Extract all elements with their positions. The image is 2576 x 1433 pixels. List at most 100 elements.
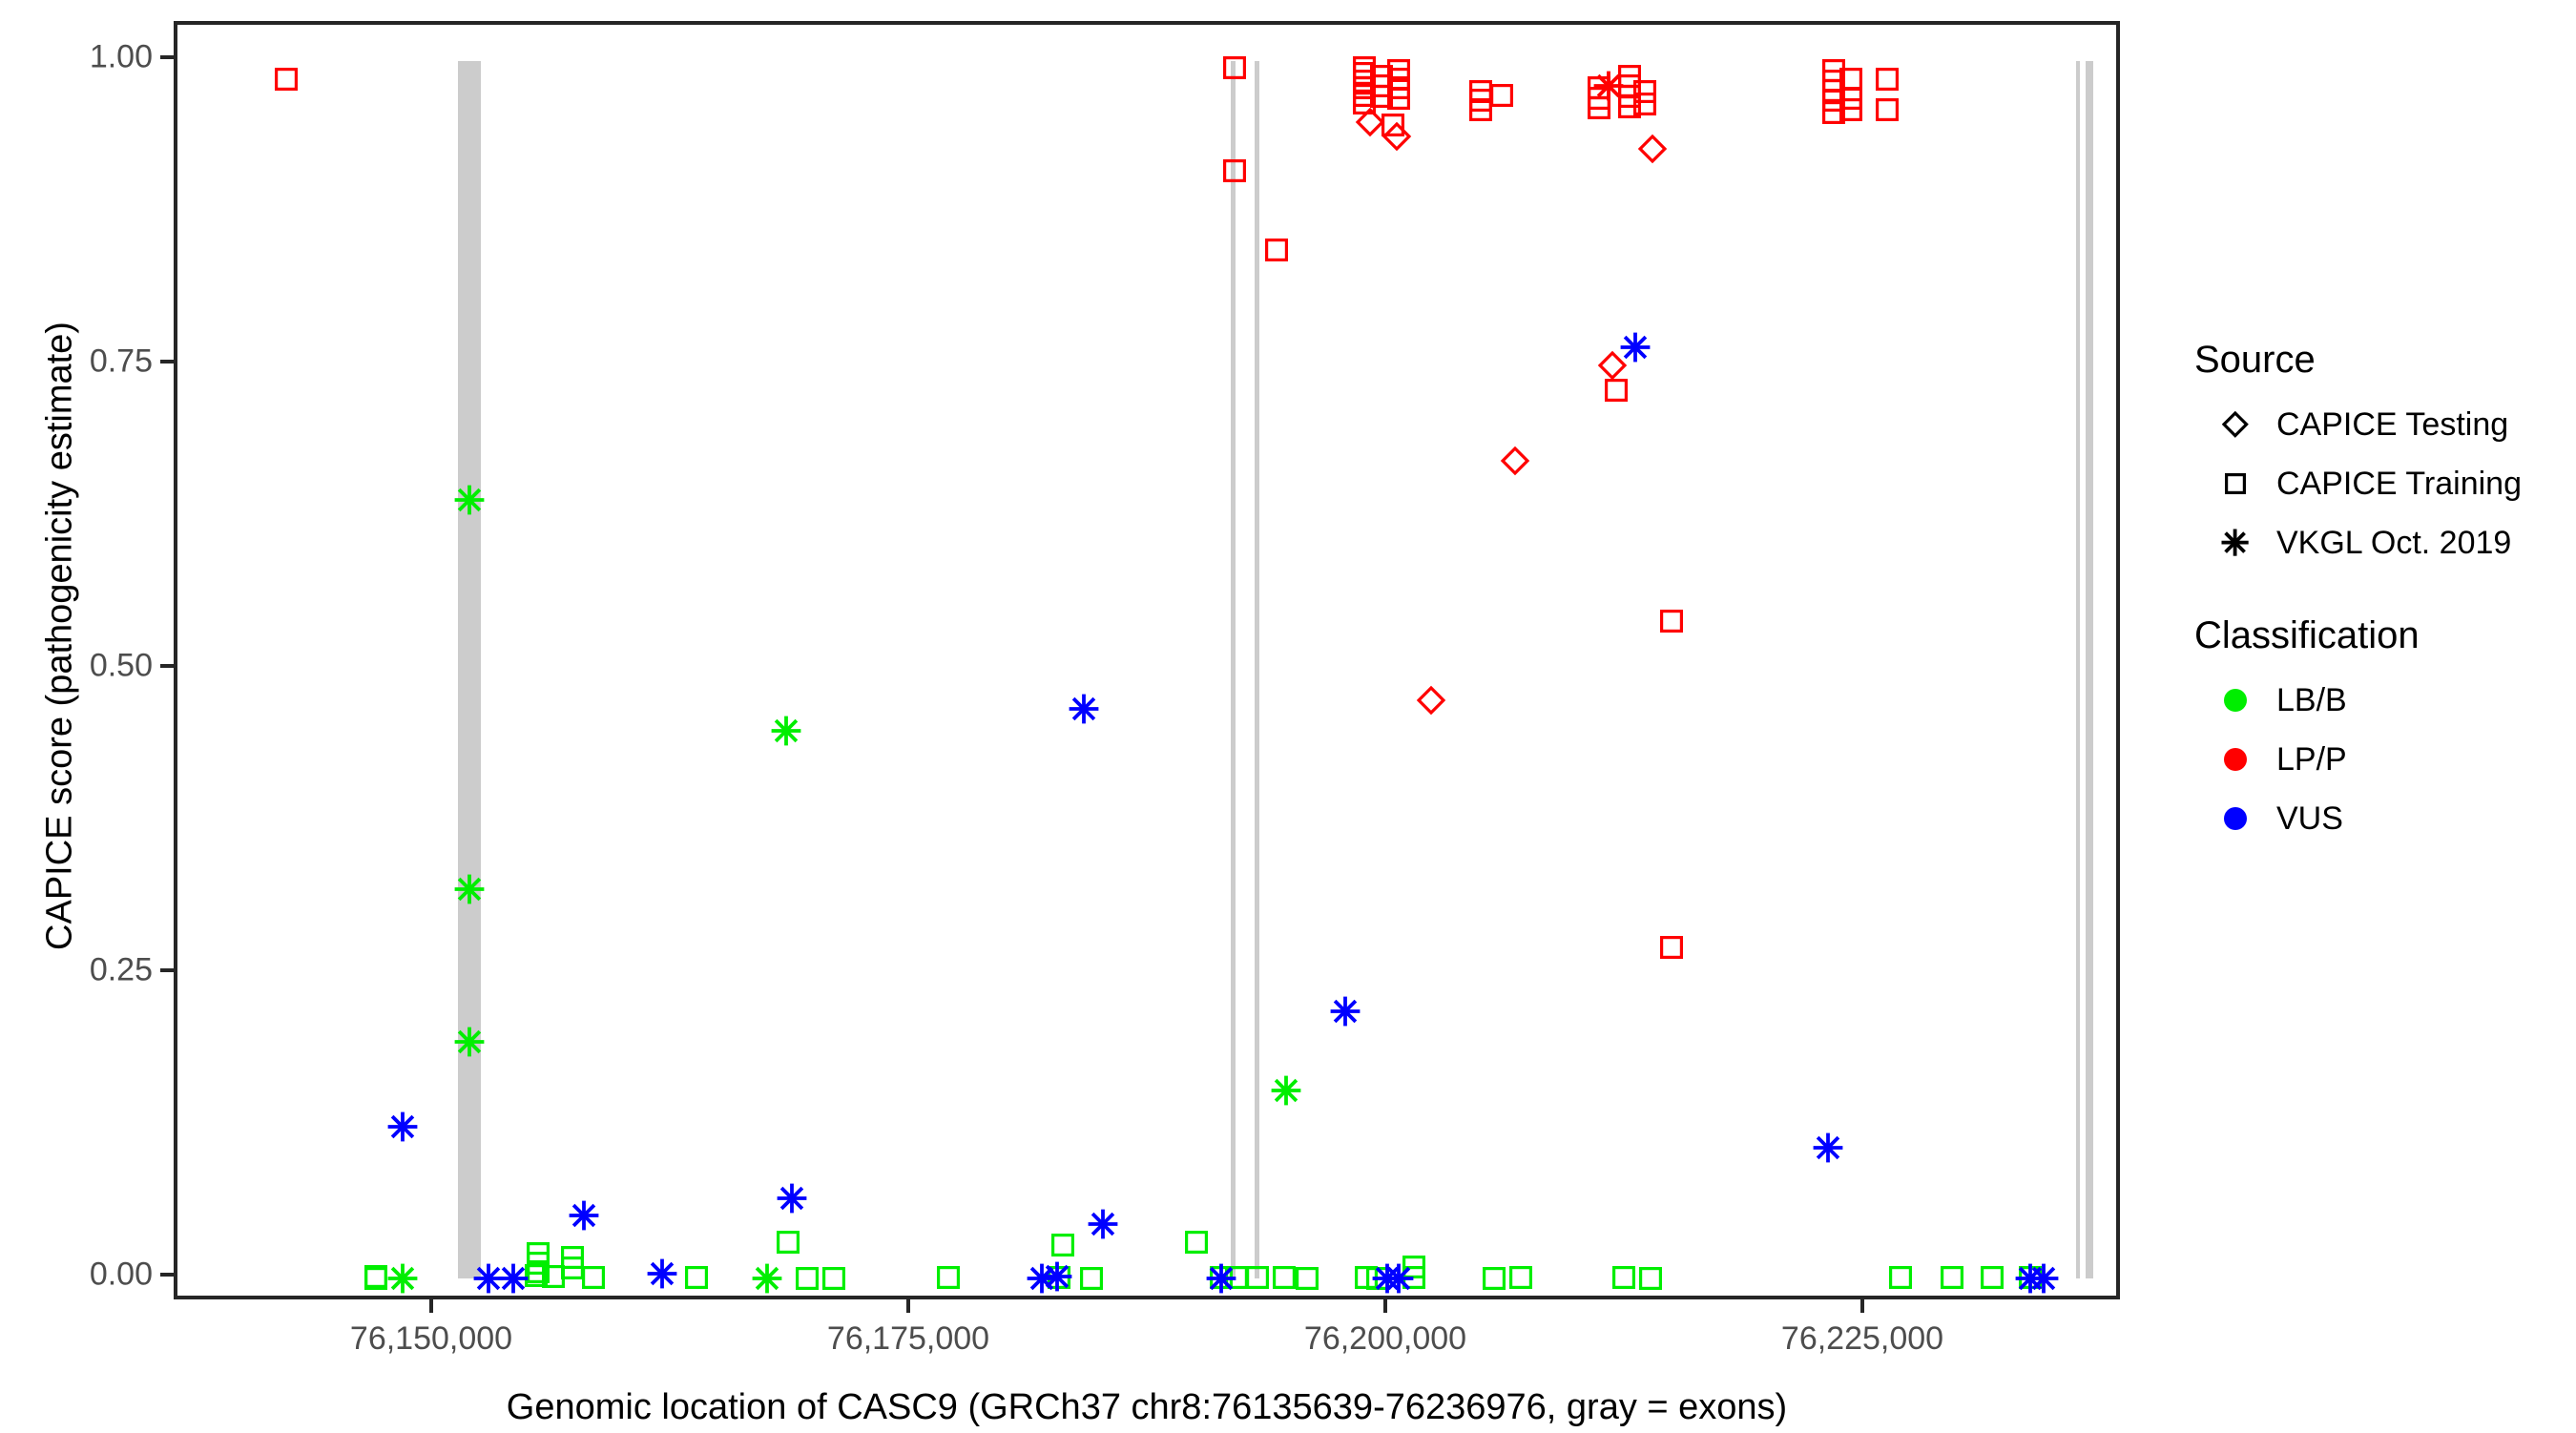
legend-title-source: Source [2194, 339, 2316, 381]
y-tick-mark [160, 1273, 174, 1277]
data-point [1597, 351, 1628, 381]
exon-band [1255, 61, 1259, 1279]
data-point [1980, 1265, 2005, 1290]
data-point [1381, 122, 1412, 152]
data-point [684, 1265, 709, 1290]
data-point [568, 1199, 600, 1232]
data-point [386, 1263, 419, 1296]
exon-band [2086, 61, 2093, 1279]
legend-item-label: VUS [2276, 800, 2343, 837]
data-point [1382, 1263, 1415, 1296]
asterisk-icon [2194, 528, 2276, 557]
data-point [1222, 158, 1247, 183]
data-point [1270, 1074, 1302, 1107]
data-point [1416, 686, 1446, 716]
y-tick-label: 0.50 [89, 647, 153, 684]
legend-classification-items: LB/B LP/P VUS [2194, 671, 2566, 848]
data-point [1632, 79, 1657, 104]
data-point [776, 1230, 800, 1255]
circle-icon [2194, 806, 2276, 831]
data-point [1295, 1266, 1319, 1291]
data-point [1619, 331, 1652, 363]
exon-band [458, 61, 481, 1279]
y-tick-label: 0.25 [89, 951, 153, 988]
x-tick-label: 76,225,000 [1780, 1320, 1944, 1357]
data-point [1839, 67, 1863, 92]
y-tick-mark [160, 664, 174, 669]
data-point [751, 1263, 783, 1296]
data-point [1355, 107, 1385, 137]
data-point [386, 1111, 419, 1143]
data-point [1875, 67, 1900, 92]
y-tick-mark [160, 55, 174, 60]
data-point [1821, 100, 1846, 125]
data-point [453, 873, 486, 905]
y-tick-label: 1.00 [89, 38, 153, 75]
data-point [1068, 693, 1100, 725]
x-tick-mark [1860, 1299, 1864, 1313]
y-axis-title: CAPICE score (pathogenicity estimate) [39, 322, 80, 950]
data-point [1381, 113, 1405, 137]
diamond-icon [2194, 411, 2276, 438]
x-tick-label: 76,150,000 [349, 1320, 513, 1357]
data-point [936, 1265, 961, 1290]
legend-item-vkgl-oct-2019[interactable]: VKGL Oct. 2019 [2194, 513, 2566, 572]
y-tick-label: 0.75 [89, 343, 153, 380]
legend-item-label: CAPICE Training [2276, 465, 2522, 502]
data-point [1888, 1265, 1913, 1290]
data-point [497, 1263, 530, 1296]
data-point [1050, 1233, 1075, 1257]
data-point [1087, 1208, 1119, 1240]
legend-block-source: Source CAPICE Testing CAPICE Training VKG… [2194, 339, 2566, 572]
legend-item-label: CAPICE Testing [2276, 405, 2509, 443]
x-axis-title: Genomic location of CASC9 (GRCh37 chr8:7… [506, 1387, 1788, 1427]
x-tick-mark [906, 1299, 910, 1313]
plot-panel [174, 21, 2120, 1299]
data-point [1638, 1266, 1663, 1291]
data-point [1812, 1132, 1844, 1164]
data-point [1205, 1263, 1237, 1296]
x-tick-mark [1383, 1299, 1387, 1313]
data-point [1264, 238, 1289, 262]
data-point [1940, 1265, 1964, 1290]
data-point [274, 67, 299, 92]
circle-icon [2194, 688, 2276, 713]
legend-item-label: LP/P [2276, 740, 2347, 778]
data-point [2027, 1263, 2060, 1296]
legend-source-items: CAPICE Testing CAPICE Training VKGL Oct. … [2194, 395, 2566, 572]
data-point [453, 484, 486, 516]
legend-item-vus[interactable]: VUS [2194, 789, 2566, 848]
exon-band [1231, 61, 1236, 1279]
data-point [1245, 1265, 1270, 1290]
data-point [1026, 1263, 1058, 1296]
data-point [646, 1257, 678, 1290]
data-point [581, 1265, 606, 1290]
data-point [1079, 1266, 1104, 1291]
data-point [472, 1263, 505, 1296]
legend-block-classification: Classification LB/B LP/P VUS [2194, 614, 2566, 848]
legend-item-capice-training[interactable]: CAPICE Training [2194, 454, 2566, 513]
data-point [770, 715, 802, 747]
data-point [1222, 55, 1247, 80]
data-point [821, 1266, 846, 1291]
data-point [1637, 134, 1668, 164]
square-icon [2194, 472, 2276, 495]
data-point [1659, 609, 1684, 633]
data-point [1489, 83, 1514, 108]
data-point [1468, 97, 1493, 122]
exon-band [2076, 61, 2080, 1279]
data-point [1329, 995, 1361, 1028]
x-axis: 76,150,000 76,175,000 76,200,000 76,225,000… [174, 1299, 2120, 1433]
legend-title-classification: Classification [2194, 614, 2420, 656]
legend-item-capice-testing[interactable]: CAPICE Testing [2194, 395, 2566, 454]
data-point [776, 1182, 808, 1215]
legend-item-lb-b[interactable]: LB/B [2194, 671, 2566, 730]
legend-item-label: LB/B [2276, 681, 2347, 718]
data-point [1386, 86, 1411, 111]
plot-area [177, 25, 2116, 1296]
data-point [1617, 94, 1642, 119]
x-tick-label: 76,200,000 [1303, 1320, 1467, 1357]
data-point [1184, 1230, 1209, 1255]
legend-item-lp-p[interactable]: LP/P [2194, 730, 2566, 789]
